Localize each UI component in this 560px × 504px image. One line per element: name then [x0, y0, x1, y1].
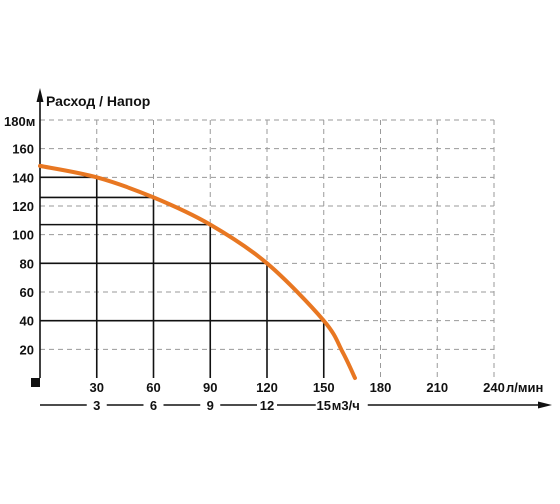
- x-tick-label: 120: [256, 380, 278, 395]
- x-tick-label: 60: [146, 380, 160, 395]
- y-tick-label: 20: [20, 342, 34, 357]
- x-tick-label: 150: [313, 380, 335, 395]
- secondary-tick-label: 15: [317, 398, 331, 413]
- secondary-axis-arrow: [538, 401, 552, 409]
- y-tick-label: 80: [20, 256, 34, 271]
- secondary-tick-gap: [315, 397, 368, 413]
- secondary-tick-label: 3: [93, 398, 100, 413]
- y-tick-label: 40: [20, 314, 34, 329]
- axes: [31, 88, 552, 409]
- secondary-tick-label: 12: [260, 398, 274, 413]
- secondary-tick-gap: [257, 397, 277, 413]
- y-tick-label: 140: [12, 170, 34, 185]
- y-tick-label: 160: [12, 142, 34, 157]
- y-top-label: 180м: [4, 114, 35, 129]
- secondary-tick-gap: [86, 397, 107, 413]
- y-tick-label: 60: [20, 285, 34, 300]
- y-tick-label: 120: [12, 199, 34, 214]
- curve-layer: [38, 163, 357, 380]
- x-tick-label: 240: [483, 380, 505, 395]
- origin-marker: [31, 378, 40, 387]
- x-tick-label: 30: [90, 380, 104, 395]
- x-tick-label: 180: [370, 380, 392, 395]
- x-axis-unit-label: л/мин: [506, 380, 543, 395]
- x-tick-label: 210: [426, 380, 448, 395]
- highlight-lines: [40, 176, 325, 378]
- y-tick-label: 100: [12, 228, 34, 243]
- chart-title: Расход / Напор: [46, 93, 150, 109]
- labels: Расход / Напор 20406080100120140160180м3…: [4, 93, 543, 413]
- x-tick-label: 90: [203, 380, 217, 395]
- secondary-tick-label: 6: [150, 398, 157, 413]
- secondary-tick-label: 9: [207, 398, 214, 413]
- performance-curve: [38, 163, 357, 380]
- y-axis-arrow: [36, 88, 44, 102]
- secondary-axis-unit-label: м3/ч: [332, 398, 360, 413]
- secondary-tick-gap: [200, 397, 221, 413]
- secondary-tick-gap: [143, 397, 164, 413]
